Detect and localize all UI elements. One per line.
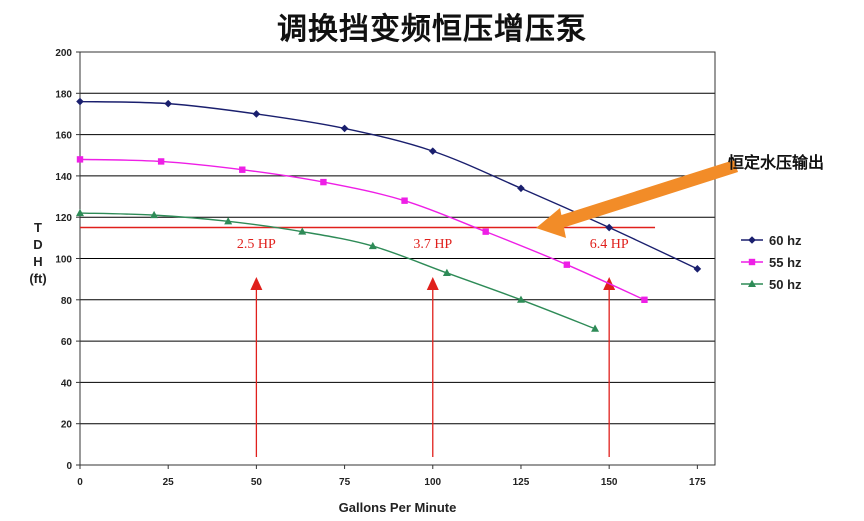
legend-label: 60 hz (769, 233, 802, 248)
data-point (517, 184, 525, 193)
hp-arrow-head (250, 277, 263, 290)
data-point (76, 208, 84, 217)
y-tick-label: 20 (61, 420, 73, 431)
x-tick-label: 0 (77, 477, 83, 488)
data-point (401, 197, 408, 204)
legend-label: 55 hz (769, 255, 802, 270)
data-point (224, 217, 233, 225)
y-tick-label: 140 (55, 172, 72, 183)
series-60-hz (76, 97, 702, 273)
x-tick-label: 175 (689, 477, 706, 488)
data-point (748, 236, 756, 244)
y-axis-label: T (34, 220, 42, 235)
hp-label: 2.5 HP (237, 237, 276, 252)
x-tick-label: 150 (601, 477, 618, 488)
y-axis-label: D (33, 237, 42, 252)
series-55-hz (76, 156, 648, 303)
x-tick-label: 25 (163, 477, 175, 488)
data-point (693, 265, 702, 273)
series-line (79, 158, 645, 301)
hp-label: 6.4 HP (590, 237, 629, 252)
data-point (298, 227, 307, 235)
axes: 0 20 40 60 80 100 120 140 160 180 200 0 25 50 75 100 125… (29, 48, 716, 515)
x-axis-label: Gallons Per Minute (339, 500, 457, 515)
data-point (591, 324, 600, 332)
hp-arrow-head (426, 277, 439, 290)
data-point (482, 228, 489, 235)
data-point (340, 124, 349, 133)
callout-label: 恒定水压输出 (728, 153, 824, 172)
y-tick-label: 80 (61, 296, 73, 307)
y-tick-label: 180 (55, 89, 72, 100)
data-point (320, 178, 327, 186)
data-point (748, 258, 756, 266)
legend: 60 hz 55 hz 50 hz (741, 233, 802, 292)
data-point (76, 97, 84, 106)
series-50-hz (76, 208, 600, 332)
data-point (748, 279, 756, 287)
data-point (641, 296, 648, 303)
data-point (150, 210, 159, 219)
y-tick-label: 40 (61, 378, 73, 389)
x-tick-label: 75 (339, 477, 351, 488)
callout-arrow-shaft (552, 160, 738, 230)
data-point (164, 99, 172, 108)
y-axis-label: H (33, 254, 42, 269)
series-lines (76, 97, 702, 332)
data-point (516, 295, 525, 303)
series-line (79, 212, 596, 330)
x-tick-label: 50 (251, 477, 263, 488)
x-tick-label: 125 (513, 477, 530, 488)
y-tick-label: 100 (55, 255, 72, 266)
data-point (157, 158, 165, 165)
chart-title: 调换挡变频恒压增压泵 (277, 12, 587, 47)
data-point (605, 223, 613, 232)
y-tick-label: 60 (61, 337, 73, 348)
y-tick-label: 0 (66, 461, 72, 472)
grid-lines (80, 92, 715, 425)
data-point (76, 156, 84, 163)
y-tick-label: 200 (55, 48, 72, 59)
legend-label: 50 hz (769, 277, 802, 292)
y-tick-label: 160 (55, 131, 72, 142)
data-point (442, 268, 451, 276)
data-point (563, 261, 571, 268)
callout: 恒定水压输出 (536, 153, 824, 238)
y-tick-label: 120 (55, 213, 72, 224)
data-point (252, 110, 261, 118)
series-line (79, 100, 698, 270)
callout-arrow-head (536, 208, 566, 238)
y-axis-label: (ft) (29, 271, 46, 286)
data-point (239, 166, 246, 173)
data-point (428, 147, 437, 155)
data-point (368, 241, 377, 250)
hp-label: 3.7 HP (413, 237, 452, 252)
x-tick-label: 100 (424, 477, 441, 488)
